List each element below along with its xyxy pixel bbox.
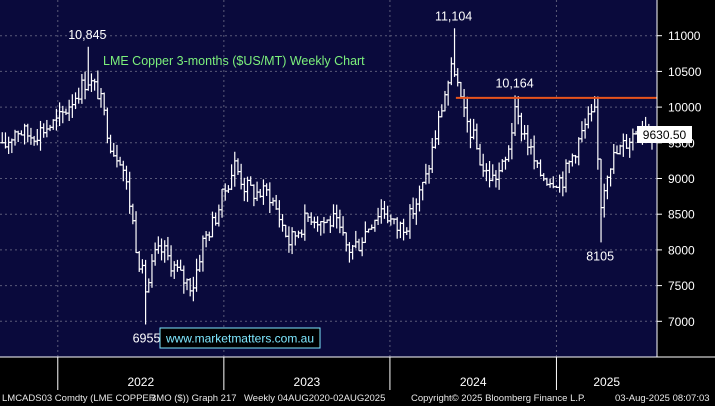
plot-area <box>0 0 657 357</box>
footer-ticker: LMCADS03 Comdty (LME COPPER <box>2 393 156 404</box>
chart-title: LME Copper 3-months ($US/MT) Weekly Char… <box>103 54 365 68</box>
x-axis-area <box>0 357 715 391</box>
footer-range: Weekly 04AUG2020-02AUG2025 <box>244 393 386 404</box>
last-price-text: 9630.50 <box>643 128 687 142</box>
x-tick-label: 2024 <box>460 375 487 389</box>
price-bars <box>0 28 654 325</box>
x-axis-ticks: 2022 2023 2024 2025 <box>0 356 715 390</box>
x-tick-label: 2022 <box>127 375 154 389</box>
y-tick-label: 7000 <box>668 315 695 329</box>
footer-bar: LMCADS03 Comdty (LME COPPER 3MO ($)) Gra… <box>0 391 715 406</box>
footer-metric: 3MO ($)) Graph 217 <box>151 393 237 404</box>
x-tick-label: 2025 <box>593 375 620 389</box>
y-tick-label: 10000 <box>668 101 702 115</box>
y-tick-label: 7500 <box>668 279 695 293</box>
watermark[interactable]: www.marketmatters.com.au <box>159 327 321 349</box>
watermark-text[interactable]: www.marketmatters.com.au <box>165 332 314 346</box>
footer-copyright: Copyright© 2025 Bloomberg Finance L.P. <box>411 393 586 404</box>
last-price-box: 9630.50 <box>637 126 692 143</box>
x-tick-label: 2023 <box>294 375 321 389</box>
y-tick-label: 8000 <box>668 243 695 257</box>
annotation-label: 8105 <box>586 249 614 263</box>
annotation-label: 6955 <box>133 332 161 346</box>
y-tick-label: 11000 <box>668 29 701 43</box>
y-tick-label: 8500 <box>668 208 695 222</box>
y-axis-area <box>657 0 715 357</box>
price-annotations: 10,845 6955 11,104 10,164 8105 <box>68 9 614 345</box>
annotation-label: 11,104 <box>435 9 472 23</box>
y-tick-label: 10500 <box>668 65 702 79</box>
annotation-label: 10,164 <box>495 76 533 90</box>
y-tick-label: 9000 <box>668 172 695 186</box>
annotation-label: 10,845 <box>68 28 106 42</box>
footer-timestamp: 03-Aug-2025 08:07:03 <box>615 393 710 404</box>
